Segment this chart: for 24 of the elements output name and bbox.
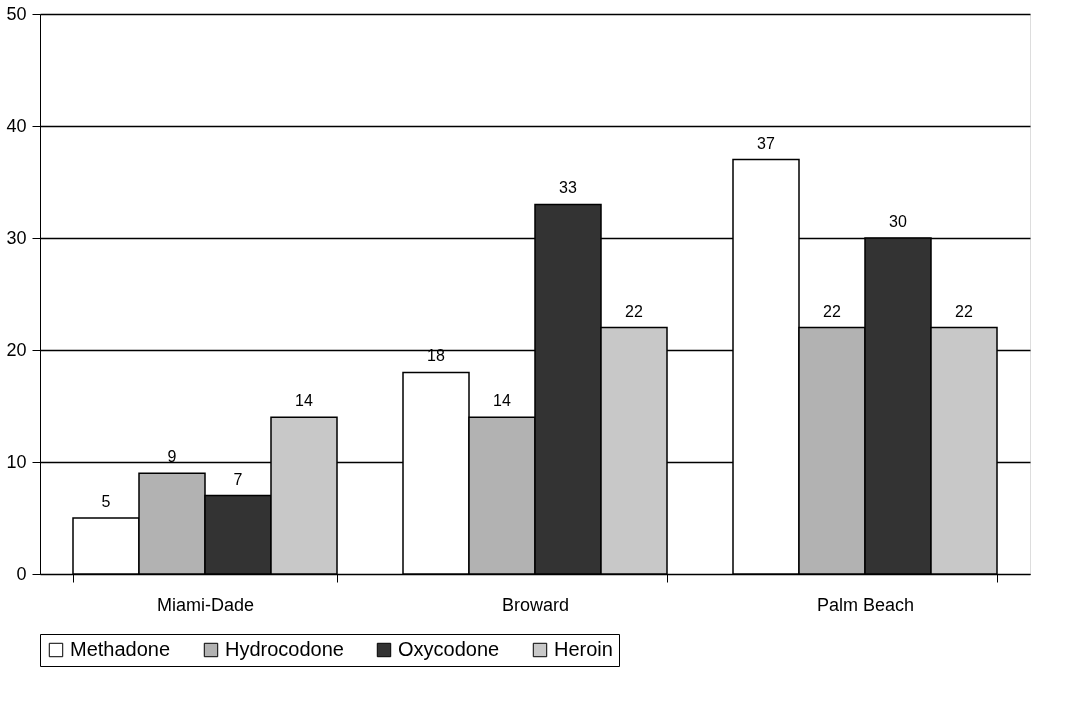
y-tick-label: 0 [16, 563, 27, 584]
legend-label: Oxycodone [398, 638, 500, 660]
data-label: 22 [823, 302, 841, 320]
data-label: 30 [889, 213, 907, 230]
data-label: 7 [233, 470, 243, 488]
x-tick-label: Miami-Dade [156, 594, 255, 615]
data-label: 14 [493, 392, 511, 410]
legend-label: Methadone [70, 638, 171, 660]
data-label: 14 [295, 392, 313, 410]
y-tick-label: 50 [6, 3, 27, 24]
data-label: 9 [167, 448, 177, 466]
data-label: 37 [757, 134, 775, 152]
legend-label: Hydrocodone [225, 638, 344, 660]
y-tick-label: 20 [6, 339, 27, 360]
data-label: 22 [625, 302, 643, 320]
y-tick-label: 40 [6, 115, 27, 136]
x-tick-label: Broward [501, 594, 570, 615]
y-tick-label: 10 [6, 451, 27, 472]
legend-label: Heroin [554, 638, 613, 660]
y-tick-label: 30 [6, 227, 27, 248]
data-label: 33 [559, 179, 577, 197]
data-label: 5 [101, 493, 111, 510]
data-label: 22 [955, 302, 973, 320]
x-tick-label: Palm Beach [816, 594, 915, 615]
